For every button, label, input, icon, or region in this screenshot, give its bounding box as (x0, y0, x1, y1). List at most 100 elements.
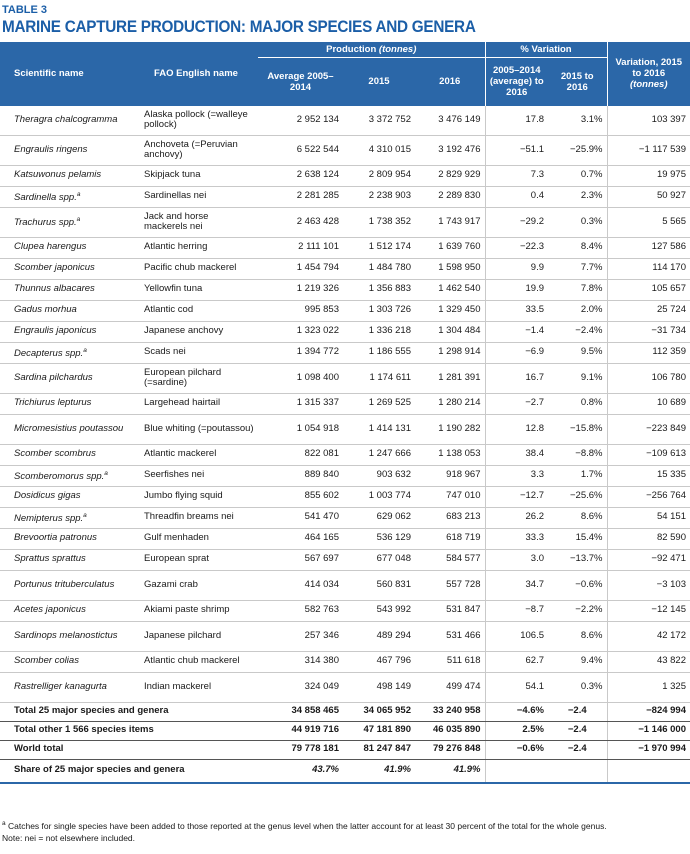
value-cell: 2.5% (484, 721, 548, 741)
fao-name: European pilchard (=sardine) (140, 363, 258, 394)
value-cell: −8.8% (548, 444, 607, 466)
value-cell: 995 853 (258, 300, 343, 322)
value-cell: 38.4 (484, 444, 548, 466)
table-row: Dosidicus gigas Jumbo flying squid 855 602… (0, 486, 690, 508)
value-cell: 1 298 914 (415, 342, 485, 364)
value-cell: 34 065 952 (343, 702, 415, 722)
value-cell: −8.7 (484, 600, 548, 622)
scientific-name-text: Engraulis ringens (14, 143, 88, 155)
value-cell: 81 247 847 (343, 740, 415, 760)
value-cell: −256 764 (606, 486, 690, 508)
empty-cell (548, 759, 607, 784)
data-table: Scientific name FAO English name Product… (0, 42, 690, 784)
value-cell: 1 743 917 (415, 207, 485, 238)
table-row: Engraulis ringens Anchoveta (=Peruvian an… (0, 135, 690, 166)
value-cell: −15.8% (548, 414, 607, 445)
value-cell: −109 613 (606, 444, 690, 466)
scientific-name: Thunnus albacares (0, 279, 140, 301)
value-cell: −12 145 (606, 600, 690, 622)
scientific-name: Dosidicus gigas (0, 486, 140, 508)
table-row: Scomber colias Atlantic chub mackerel 314 … (0, 651, 690, 673)
scientific-name: Scomberomorus spp.a (0, 465, 140, 487)
table-row: Sardinella spp.a Sardinellas nei 2 281 285… (0, 186, 690, 208)
fao-name: Seerfishes nei (140, 465, 258, 487)
scientific-name: Brevoortia patronus (0, 528, 140, 550)
value-cell: 2 238 903 (343, 186, 415, 208)
value-cell: 1 329 450 (415, 300, 485, 322)
scientific-name-text: Sardinops melanostictus (14, 629, 118, 641)
value-cell: 1 356 883 (343, 279, 415, 301)
value-cell: 12.8 (484, 414, 548, 445)
table-row: Scomber scombrus Atlantic mackerel 822 081… (0, 444, 690, 466)
header-cell: FAO English name (140, 42, 258, 106)
scientific-name-text: Brevoortia patronus (14, 532, 97, 544)
fao-name: Alaska pollock (=walleye pollock) (140, 105, 258, 136)
value-cell: 567 697 (258, 549, 343, 571)
value-cell: 822 081 (258, 444, 343, 466)
header-cell: 2015 (343, 57, 415, 106)
table-row: Sardina pilchardus European pilchard (=sa… (0, 363, 690, 394)
value-cell: 2 281 285 (258, 186, 343, 208)
value-cell: 511 618 (415, 651, 485, 673)
value-cell: 79 276 848 (415, 740, 485, 760)
table-row: Portunus trituberculatus Gazami crab 414 0… (0, 570, 690, 601)
value-cell: 9.1% (548, 363, 607, 394)
value-cell: 41.9% (415, 759, 485, 784)
value-cell: 62.7 (484, 651, 548, 673)
header-unit: (tonnes) (630, 79, 668, 91)
value-cell: 16.7 (484, 363, 548, 394)
value-cell: 536 129 (343, 528, 415, 550)
fao-name: Atlantic chub mackerel (140, 651, 258, 673)
scientific-name: Sardinella spp.a (0, 186, 140, 208)
table-row: Thunnus albacares Yellowfin tuna 1 219 326… (0, 279, 690, 301)
fao-name: Threadfin breams nei (140, 507, 258, 529)
value-cell: 541 470 (258, 507, 343, 529)
value-cell: 1 098 400 (258, 363, 343, 394)
value-cell: 2.3% (548, 186, 607, 208)
scientific-name-text: Rastrelliger kanagurta (14, 680, 107, 692)
scientific-name-text: Sardinella spp. (14, 191, 77, 203)
value-cell: 1 280 214 (415, 393, 485, 415)
value-cell: 0.3% (548, 207, 607, 238)
value-cell: −2.4 (548, 702, 607, 722)
value-cell: −25.6% (548, 486, 607, 508)
value-cell: 1 303 726 (343, 300, 415, 322)
value-cell: 6 522 544 (258, 135, 343, 166)
value-cell: −2.4 (548, 721, 607, 741)
value-cell: −3 103 (606, 570, 690, 601)
scientific-name-text: Trachurus spp. (14, 217, 77, 229)
value-cell: 82 590 (606, 528, 690, 550)
value-cell: 15 335 (606, 465, 690, 487)
value-cell: 560 831 (343, 570, 415, 601)
scientific-name: Engraulis japonicus (0, 321, 140, 343)
fao-name: Largehead hairtail (140, 393, 258, 415)
value-cell: 3 372 752 (343, 105, 415, 136)
value-cell: −22.3 (484, 237, 548, 259)
header-cell: 2005–2014 (average) to 2016 (484, 57, 548, 106)
table-row: Theragra chalcogramma Alaska pollock (=wa… (0, 105, 690, 136)
fao-name: Anchoveta (=Peruvian anchovy) (140, 135, 258, 166)
total-row: World total 79 778 181 81 247 847 79 276 84… (0, 740, 690, 760)
value-cell: 1 598 950 (415, 258, 485, 280)
total-row: Total 25 major species and genera 34 858 … (0, 702, 690, 722)
value-cell: 3.0 (484, 549, 548, 571)
value-cell: 1 269 525 (343, 393, 415, 415)
value-cell: 531 466 (415, 621, 485, 652)
value-cell: 1 323 022 (258, 321, 343, 343)
value-cell: −1.4 (484, 321, 548, 343)
table-label: TABLE 3 (2, 4, 48, 16)
scientific-name: Sardina pilchardus (0, 363, 140, 394)
value-cell: −4.6% (484, 702, 548, 722)
table-row: Trichiurus lepturus Largehead hairtail 1 3… (0, 393, 690, 415)
value-cell: 2 952 134 (258, 105, 343, 136)
value-cell: 127 586 (606, 237, 690, 259)
value-cell: −31 734 (606, 321, 690, 343)
value-cell: 543 992 (343, 600, 415, 622)
value-cell: 3 192 476 (415, 135, 485, 166)
table-row: Acetes japonicus Akiami paste shrimp 582 7… (0, 600, 690, 622)
header-unit: (tonnes) (378, 44, 417, 55)
value-cell: −1 117 539 (606, 135, 690, 166)
scientific-name: Sprattus sprattus (0, 549, 140, 571)
scientific-name: Rastrelliger kanagurta (0, 672, 140, 703)
value-cell: 7.7% (548, 258, 607, 280)
